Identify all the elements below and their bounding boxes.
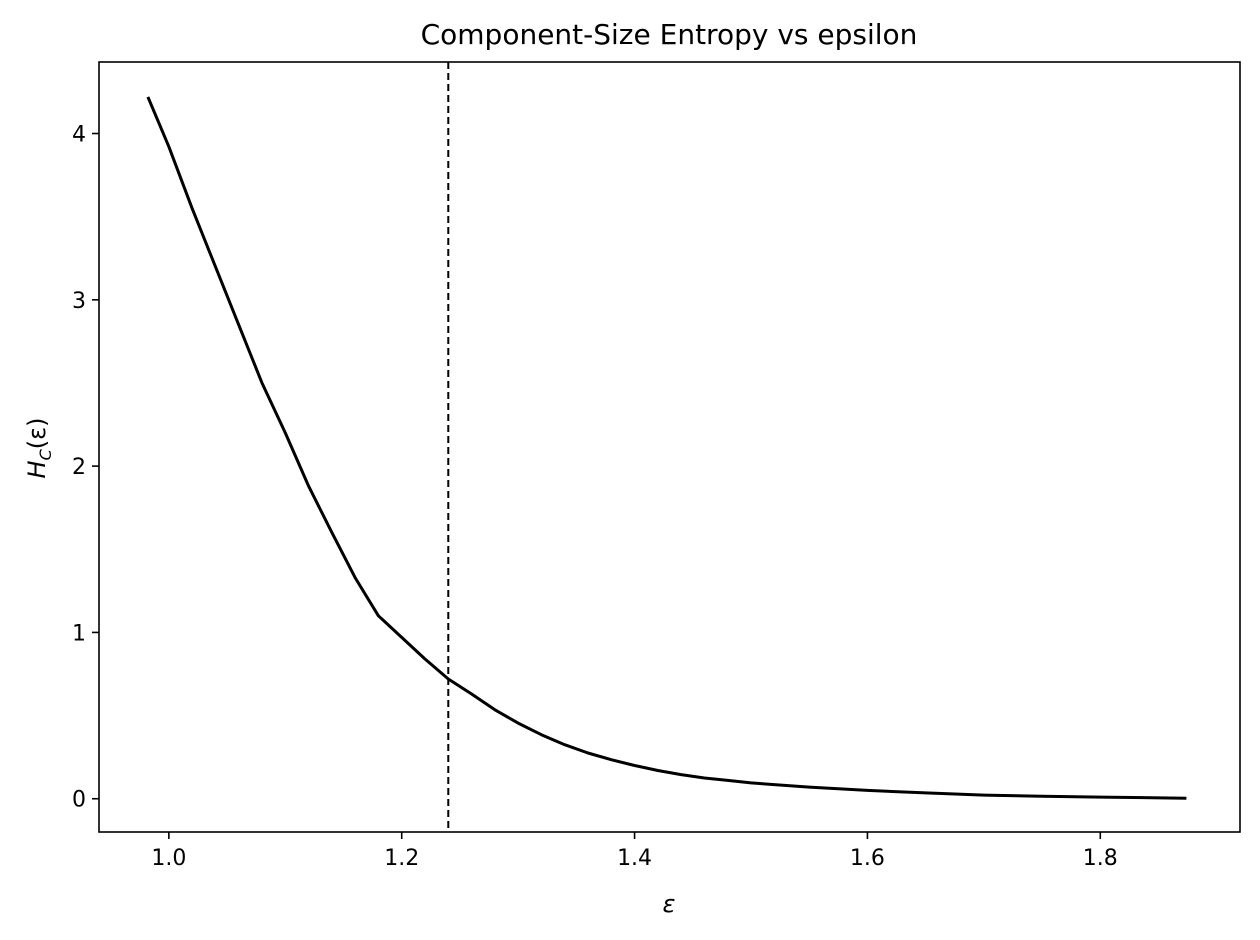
x-tick-label: 1.2 [384, 846, 419, 871]
y-tick-label: 1 [72, 621, 86, 646]
x-axis-label: ε [663, 890, 676, 918]
y-axis-label-subscript: C [36, 448, 55, 460]
y-tick-label: 0 [72, 788, 86, 813]
y-axis-label: HC(ε) [23, 418, 55, 479]
y-tick-label: 2 [72, 455, 86, 480]
x-tick-label: 1.4 [617, 846, 652, 871]
x-tick-label: 1.0 [151, 846, 186, 871]
y-tick-label: 3 [72, 289, 86, 314]
x-tick-label: 1.6 [850, 846, 885, 871]
y-tick-label: 4 [72, 123, 86, 148]
x-tick-label: 1.8 [1083, 846, 1118, 871]
chart-title: Component-Size Entropy vs epsilon [421, 18, 918, 51]
series-line-0 [146, 96, 1187, 800]
y-axis-label-main: H [23, 460, 51, 478]
plot-frame [98, 61, 1241, 833]
y-axis-label-rest: (ε) [23, 418, 51, 450]
